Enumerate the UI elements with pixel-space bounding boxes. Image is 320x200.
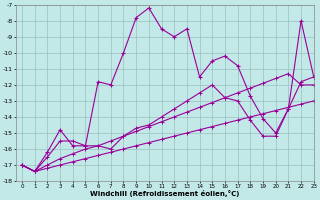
X-axis label: Windchill (Refroidissement éolien,°C): Windchill (Refroidissement éolien,°C) [90, 190, 239, 197]
